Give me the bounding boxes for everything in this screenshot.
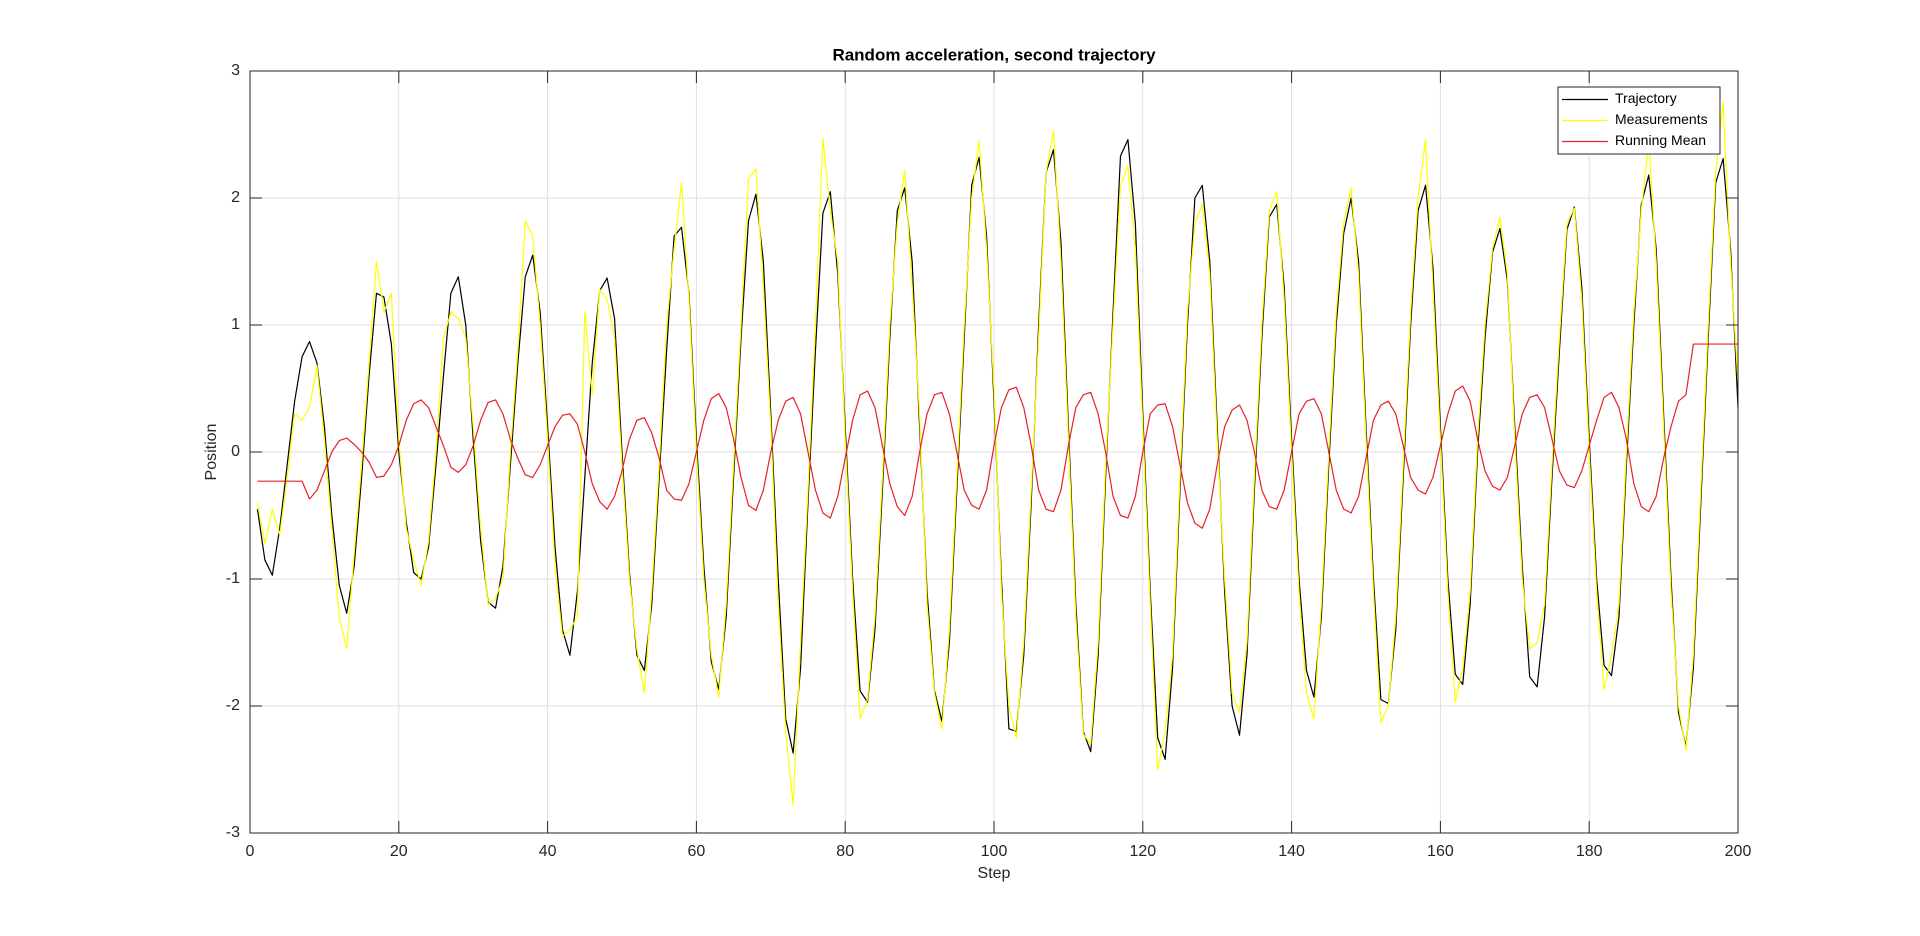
x-tick-label: 0 [246, 843, 255, 860]
y-tick-label: 0 [231, 443, 240, 460]
y-tick-label: 2 [231, 189, 240, 206]
y-tick-label: -1 [226, 570, 240, 587]
x-tick-label: 60 [688, 843, 706, 860]
y-tick-label: 1 [231, 316, 240, 333]
x-tick-label: 100 [981, 843, 1008, 860]
ticks: 0 20 40 60 80 100 120 140 160 180 200 -3 -2 -1 0 1 2 3 [226, 62, 1752, 860]
series-line [256, 102, 1739, 806]
y-tick-label: 3 [231, 62, 240, 79]
x-tick-label: 40 [539, 843, 557, 860]
series-line [257, 343, 1738, 529]
legend-label: Trajectory [1615, 90, 1677, 106]
legend-label: Running Mean [1615, 132, 1706, 148]
x-tick-label: 200 [1725, 843, 1752, 860]
legend: Trajectory Measurements Running Mean [1557, 86, 1721, 155]
lines [256, 102, 1739, 806]
legend-label: Measurements [1615, 111, 1708, 127]
chart-title: Random acceleration, second trajectory [832, 45, 1156, 64]
x-tick-label: 120 [1129, 843, 1156, 860]
x-tick-label: 80 [836, 843, 854, 860]
y-axis-label: Position [203, 424, 220, 481]
x-tick-label: 140 [1278, 843, 1305, 860]
x-axis-label: Step [978, 865, 1011, 882]
y-tick-label: -3 [226, 824, 240, 841]
x-tick-label: 20 [390, 843, 408, 860]
x-tick-label: 160 [1427, 843, 1454, 860]
x-tick-label: 180 [1576, 843, 1603, 860]
y-tick-label: -2 [226, 697, 240, 714]
